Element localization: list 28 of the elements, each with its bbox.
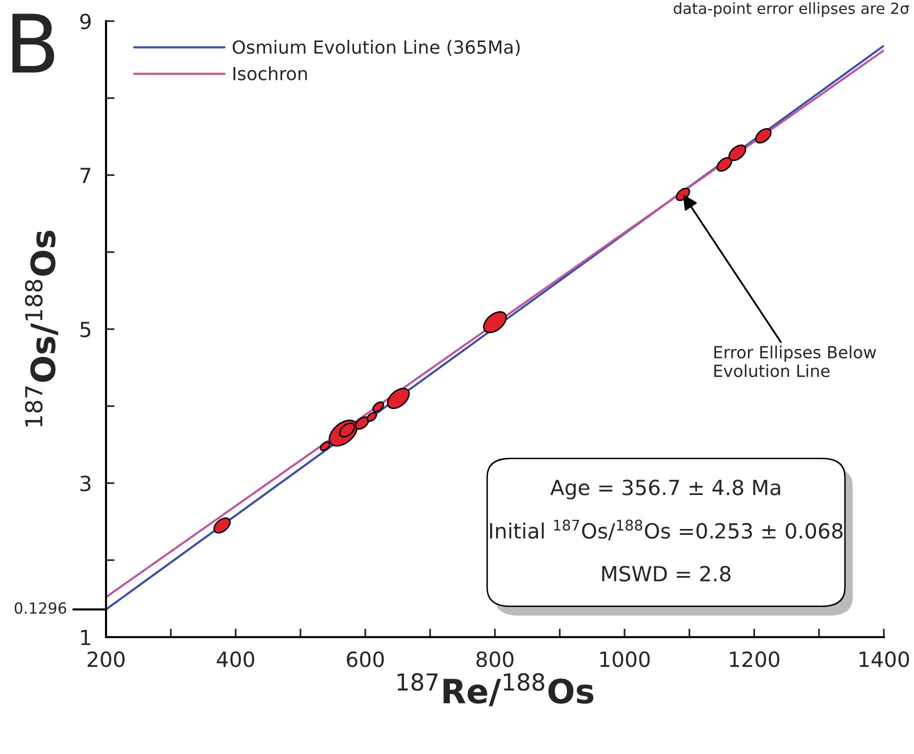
y-axis-title: $^{187}$Os/$^{188}$Os bbox=[24, 230, 58, 426]
annotation: Age = 356.7 ± 4.8 Ma bbox=[550, 480, 780, 500]
x-tick-label: 200 bbox=[88, 651, 125, 668]
text: data-point error ellipses are 2σ bbox=[674, 2, 909, 18]
legend-label: Isochron bbox=[233, 66, 307, 80]
legend-label: Osmium Evolution Line (365Ma) bbox=[232, 40, 520, 56]
point bbox=[354, 416, 370, 430]
x-tick-label: 600 bbox=[346, 651, 384, 668]
y-tick-label: 3 bbox=[80, 476, 90, 492]
annotation: Initial $^{187}$Os/$^{188}$Os =0.253 ± 0.068 bbox=[490, 520, 843, 540]
annotation: MSWD = 2.8 bbox=[602, 566, 730, 582]
annotation: Error Ellipses Below Evolution Line bbox=[714, 346, 876, 378]
point bbox=[754, 128, 772, 144]
y-tick-label: 7 bbox=[80, 168, 90, 184]
y-tick-label: 1 bbox=[81, 630, 90, 646]
point bbox=[213, 517, 231, 534]
text: B bbox=[12, 14, 54, 73]
annotation: 0.1296 bbox=[14, 602, 66, 614]
point bbox=[716, 156, 732, 172]
y-tick-label: 5 bbox=[80, 322, 90, 338]
x-tick-label: 1400 bbox=[860, 651, 909, 668]
x-axis-title: $^{187}$Re/$^{188}$Os bbox=[398, 673, 594, 706]
x-tick-label: 800 bbox=[476, 651, 514, 668]
x-tick-label: 1200 bbox=[730, 651, 780, 668]
y-tick-label: 9 bbox=[80, 14, 91, 30]
x-tick-label: 1000 bbox=[600, 651, 650, 668]
point bbox=[676, 188, 690, 202]
x-tick-label: 400 bbox=[216, 651, 254, 668]
